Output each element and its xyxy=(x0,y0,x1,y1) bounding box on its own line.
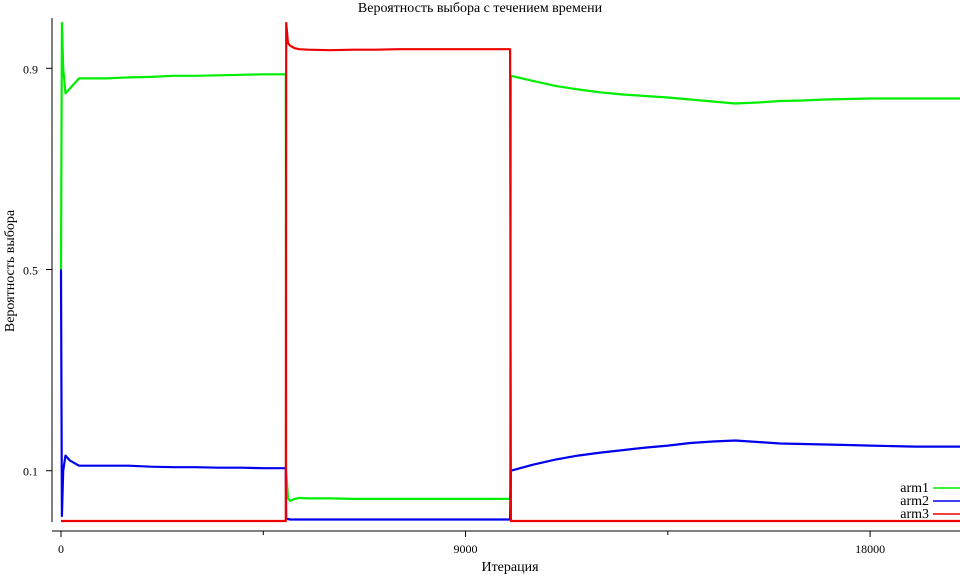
y-tick-label: 0.9 xyxy=(23,62,38,76)
series-line-arm3 xyxy=(60,21,960,523)
x-tick-label: 9000 xyxy=(454,542,478,556)
x-tick-label: 0 xyxy=(58,542,64,556)
x-axis-label: Итерация xyxy=(481,560,539,575)
legend-label-arm3: arm3 xyxy=(900,507,929,522)
y-tick-label: 0.1 xyxy=(23,465,38,479)
y-axis-label: Вероятность выбора xyxy=(3,209,18,332)
x-tick-label: 18000 xyxy=(855,542,885,556)
series-line-arm1 xyxy=(59,21,960,502)
series-line-arm2 xyxy=(59,269,960,521)
x-ticks: 0 9000 18000 xyxy=(58,531,885,556)
legend-label-arm1: arm1 xyxy=(900,481,929,496)
chart-title: Вероятность выбора с течением времени xyxy=(358,1,603,16)
series-layer xyxy=(59,21,960,523)
legend-label-arm2: arm2 xyxy=(900,494,929,509)
y-ticks: 0.1 0.5 0.9 xyxy=(23,62,52,479)
y-tick-label: 0.5 xyxy=(23,264,38,278)
